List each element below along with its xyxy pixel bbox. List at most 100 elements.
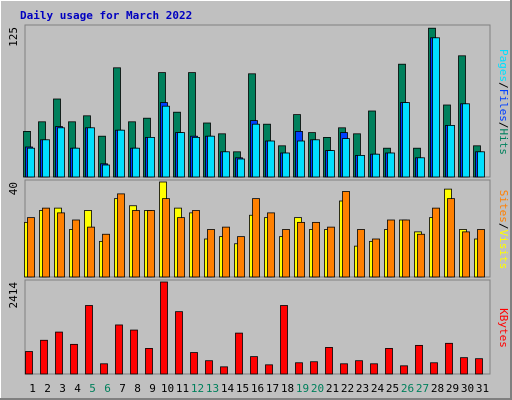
bar	[385, 348, 393, 375]
bar	[280, 305, 288, 375]
x-tick-label: 25	[386, 382, 399, 395]
bar	[327, 226, 335, 278]
bar	[175, 311, 183, 375]
bar	[295, 362, 303, 375]
x-tick-label: 18	[281, 382, 294, 395]
bar	[402, 219, 410, 278]
legend: KBytes	[497, 308, 510, 348]
bar	[282, 229, 290, 278]
bar	[237, 158, 245, 178]
x-tick-label: 23	[356, 382, 369, 395]
bar	[147, 136, 155, 178]
x-tick-label: 16	[251, 382, 264, 395]
bar	[220, 366, 228, 375]
bar	[70, 343, 78, 375]
legend-separator: /	[497, 82, 510, 89]
x-tick-label: 24	[371, 382, 385, 395]
bar	[252, 198, 260, 278]
bar	[132, 210, 140, 278]
x-tick-label: 15	[236, 382, 249, 395]
bar	[177, 217, 185, 278]
bar	[87, 226, 95, 278]
bar	[27, 147, 35, 178]
x-tick-label: 13	[206, 382, 219, 395]
bar	[57, 127, 65, 178]
x-tick-label: 21	[326, 382, 339, 395]
bar	[160, 281, 168, 375]
bar	[355, 360, 363, 375]
bar	[462, 231, 470, 278]
bar	[417, 157, 425, 178]
bar	[252, 123, 260, 178]
bar	[282, 152, 290, 178]
x-tick-label: 5	[89, 382, 96, 395]
x-tick-label: 30	[461, 382, 474, 395]
bar	[27, 217, 35, 278]
bar	[417, 233, 425, 278]
bar	[25, 351, 33, 375]
x-tick-label: 20	[311, 382, 324, 395]
bar	[250, 356, 258, 375]
x-tick-label: 2	[44, 382, 51, 395]
bar	[477, 229, 485, 278]
bar	[267, 140, 275, 178]
x-tick-label: 8	[134, 382, 141, 395]
bar	[432, 207, 440, 278]
bar	[340, 363, 348, 375]
bar	[325, 347, 333, 375]
bar	[190, 352, 198, 375]
x-tick-label: 22	[341, 382, 354, 395]
bar	[100, 363, 108, 375]
x-tick-label: 1	[29, 382, 36, 395]
bar	[177, 132, 185, 178]
bar	[72, 219, 80, 278]
bar	[310, 361, 318, 375]
bar	[447, 198, 455, 278]
bar	[387, 152, 395, 178]
y-tick-label: 2414	[7, 282, 20, 309]
legend-entry: KBytes	[497, 308, 510, 348]
bar	[207, 135, 215, 178]
x-tick-label: 29	[446, 382, 459, 395]
bar	[297, 221, 305, 278]
x-tick-label: 19	[296, 382, 309, 395]
bar	[55, 331, 63, 375]
bar	[372, 153, 380, 178]
x-tick-label: 17	[266, 382, 279, 395]
bar	[445, 342, 453, 375]
bar	[475, 358, 483, 375]
bar	[342, 191, 350, 278]
bar	[237, 236, 245, 278]
bar	[402, 102, 410, 178]
x-tick-label: 26	[401, 382, 414, 395]
bar	[102, 233, 110, 278]
bar	[432, 37, 440, 178]
legend: Sites/Visits	[497, 190, 510, 270]
bar	[387, 219, 395, 278]
bar	[297, 140, 305, 178]
legend-separator: /	[497, 223, 510, 230]
bar	[145, 348, 153, 375]
y-tick-label: 40	[7, 182, 20, 195]
bar	[117, 193, 125, 278]
x-tick-label: 7	[119, 382, 126, 395]
bar	[462, 103, 470, 178]
legend-separator: /	[497, 122, 510, 129]
bar	[42, 139, 50, 178]
bar	[72, 147, 80, 178]
bar	[477, 151, 485, 178]
chart-title: Daily usage for March 2022	[20, 9, 192, 22]
bar	[327, 150, 335, 178]
bar	[115, 324, 123, 375]
bar	[265, 364, 273, 375]
x-tick-label: 12	[191, 382, 204, 395]
x-tick-label: 11	[176, 382, 189, 395]
bar	[102, 164, 110, 178]
bar	[117, 129, 125, 178]
legend-entry: Pages	[497, 49, 510, 82]
bar	[147, 210, 155, 278]
bar	[222, 151, 230, 178]
bar	[40, 339, 48, 375]
